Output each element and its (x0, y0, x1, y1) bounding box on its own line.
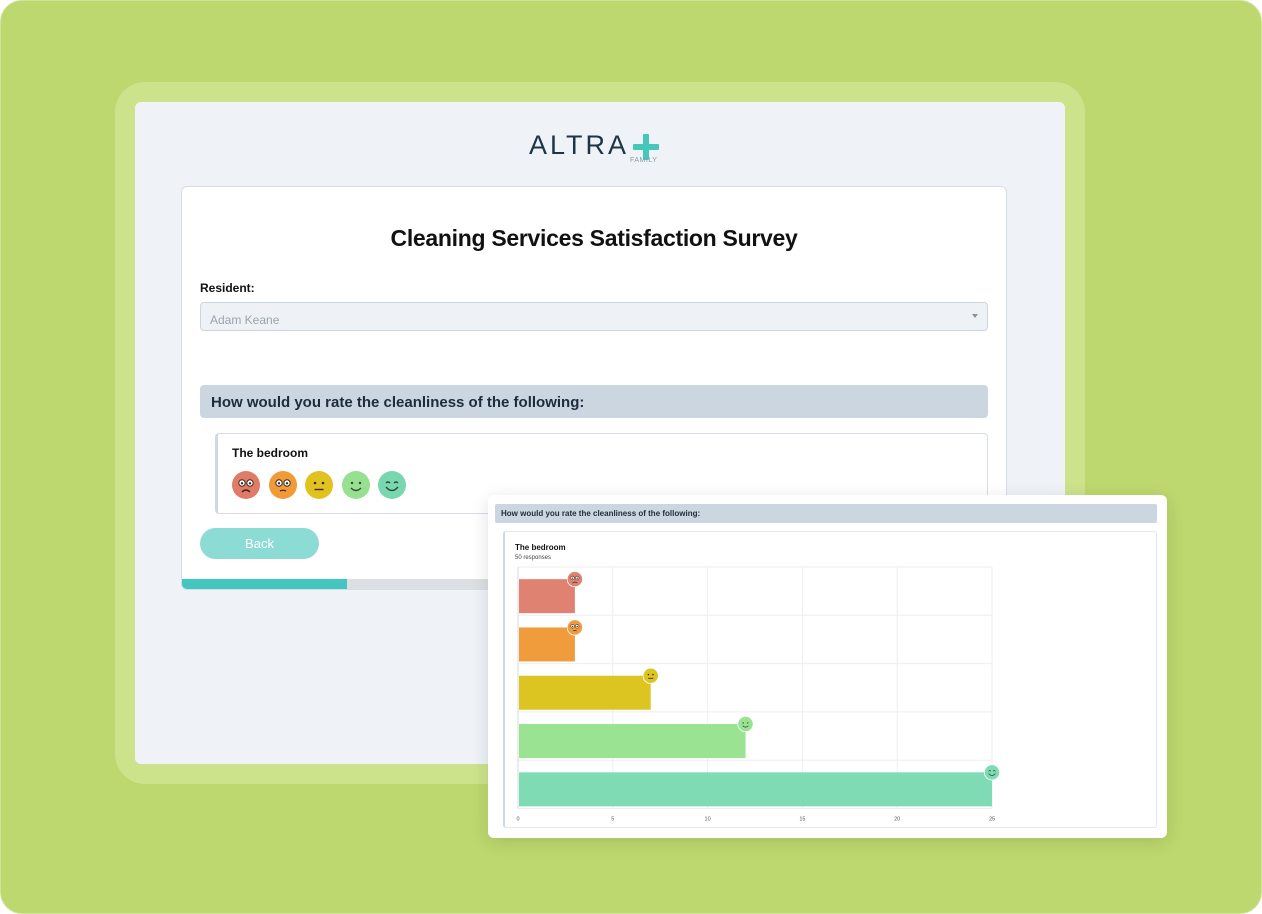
results-question-header: How would you rate the cleanliness of th… (495, 504, 1157, 523)
question-text: How would you rate the cleanliness of th… (211, 394, 585, 411)
bar-neutral (519, 675, 651, 710)
chevron-down-icon (972, 314, 978, 318)
altra-logo: ALTRA FAMILY (529, 130, 669, 170)
results-panel: How would you rate the cleanliness of th… (488, 495, 1167, 838)
x-tick-label: 15 (799, 817, 805, 823)
very-satisfied-marker-icon (984, 764, 1000, 781)
resident-label: Resident: (200, 281, 255, 295)
x-tick-label: 0 (516, 817, 519, 823)
progress-fill (182, 579, 348, 589)
page-title: Cleaning Services Satisfaction Survey (390, 225, 798, 251)
x-tick-label: 25 (989, 817, 995, 823)
resident-select[interactable]: Adam Keane (200, 302, 988, 331)
satisfied-icon[interactable] (341, 471, 370, 499)
bar-very-dissatisfied (519, 579, 575, 614)
resident-value: Adam Keane (210, 313, 280, 327)
neutral-marker-icon (642, 667, 659, 684)
very-dissatisfied-icon[interactable] (232, 471, 260, 499)
back-button-label: Back (245, 536, 274, 551)
question-header: How would you rate the cleanliness of th… (200, 385, 988, 418)
dissatisfied-icon[interactable] (268, 471, 297, 499)
results-item-title: The bedroom (515, 543, 566, 552)
results-bar-chart: 0 5 10 15 20 25 (516, 566, 1000, 823)
results-item-panel: The bedroom 50 responses 0 5 10 15 20 25 (503, 531, 1157, 828)
bar-very-satisfied (519, 772, 992, 807)
response-count: 50 responses (515, 555, 552, 561)
bar-satisfied (519, 724, 746, 759)
logo-text: ALTRA (529, 130, 630, 160)
results-question-text: How would you rate the cleanliness of th… (501, 509, 701, 518)
dissatisfied-marker-icon (566, 619, 583, 636)
very-dissatisfied-marker-icon (566, 571, 583, 588)
back-button[interactable]: Back (200, 528, 319, 559)
x-tick-label: 10 (705, 817, 711, 823)
bar-dissatisfied (519, 627, 575, 662)
neutral-icon[interactable] (305, 471, 333, 499)
satisfied-marker-icon (737, 716, 754, 733)
logo-subtext: FAMILY (630, 157, 658, 164)
plus-icon (633, 134, 659, 160)
rating-item-title: The bedroom (232, 446, 309, 460)
x-tick-label: 5 (611, 817, 614, 823)
very-satisfied-icon[interactable] (378, 471, 406, 499)
x-tick-label: 20 (894, 817, 900, 823)
